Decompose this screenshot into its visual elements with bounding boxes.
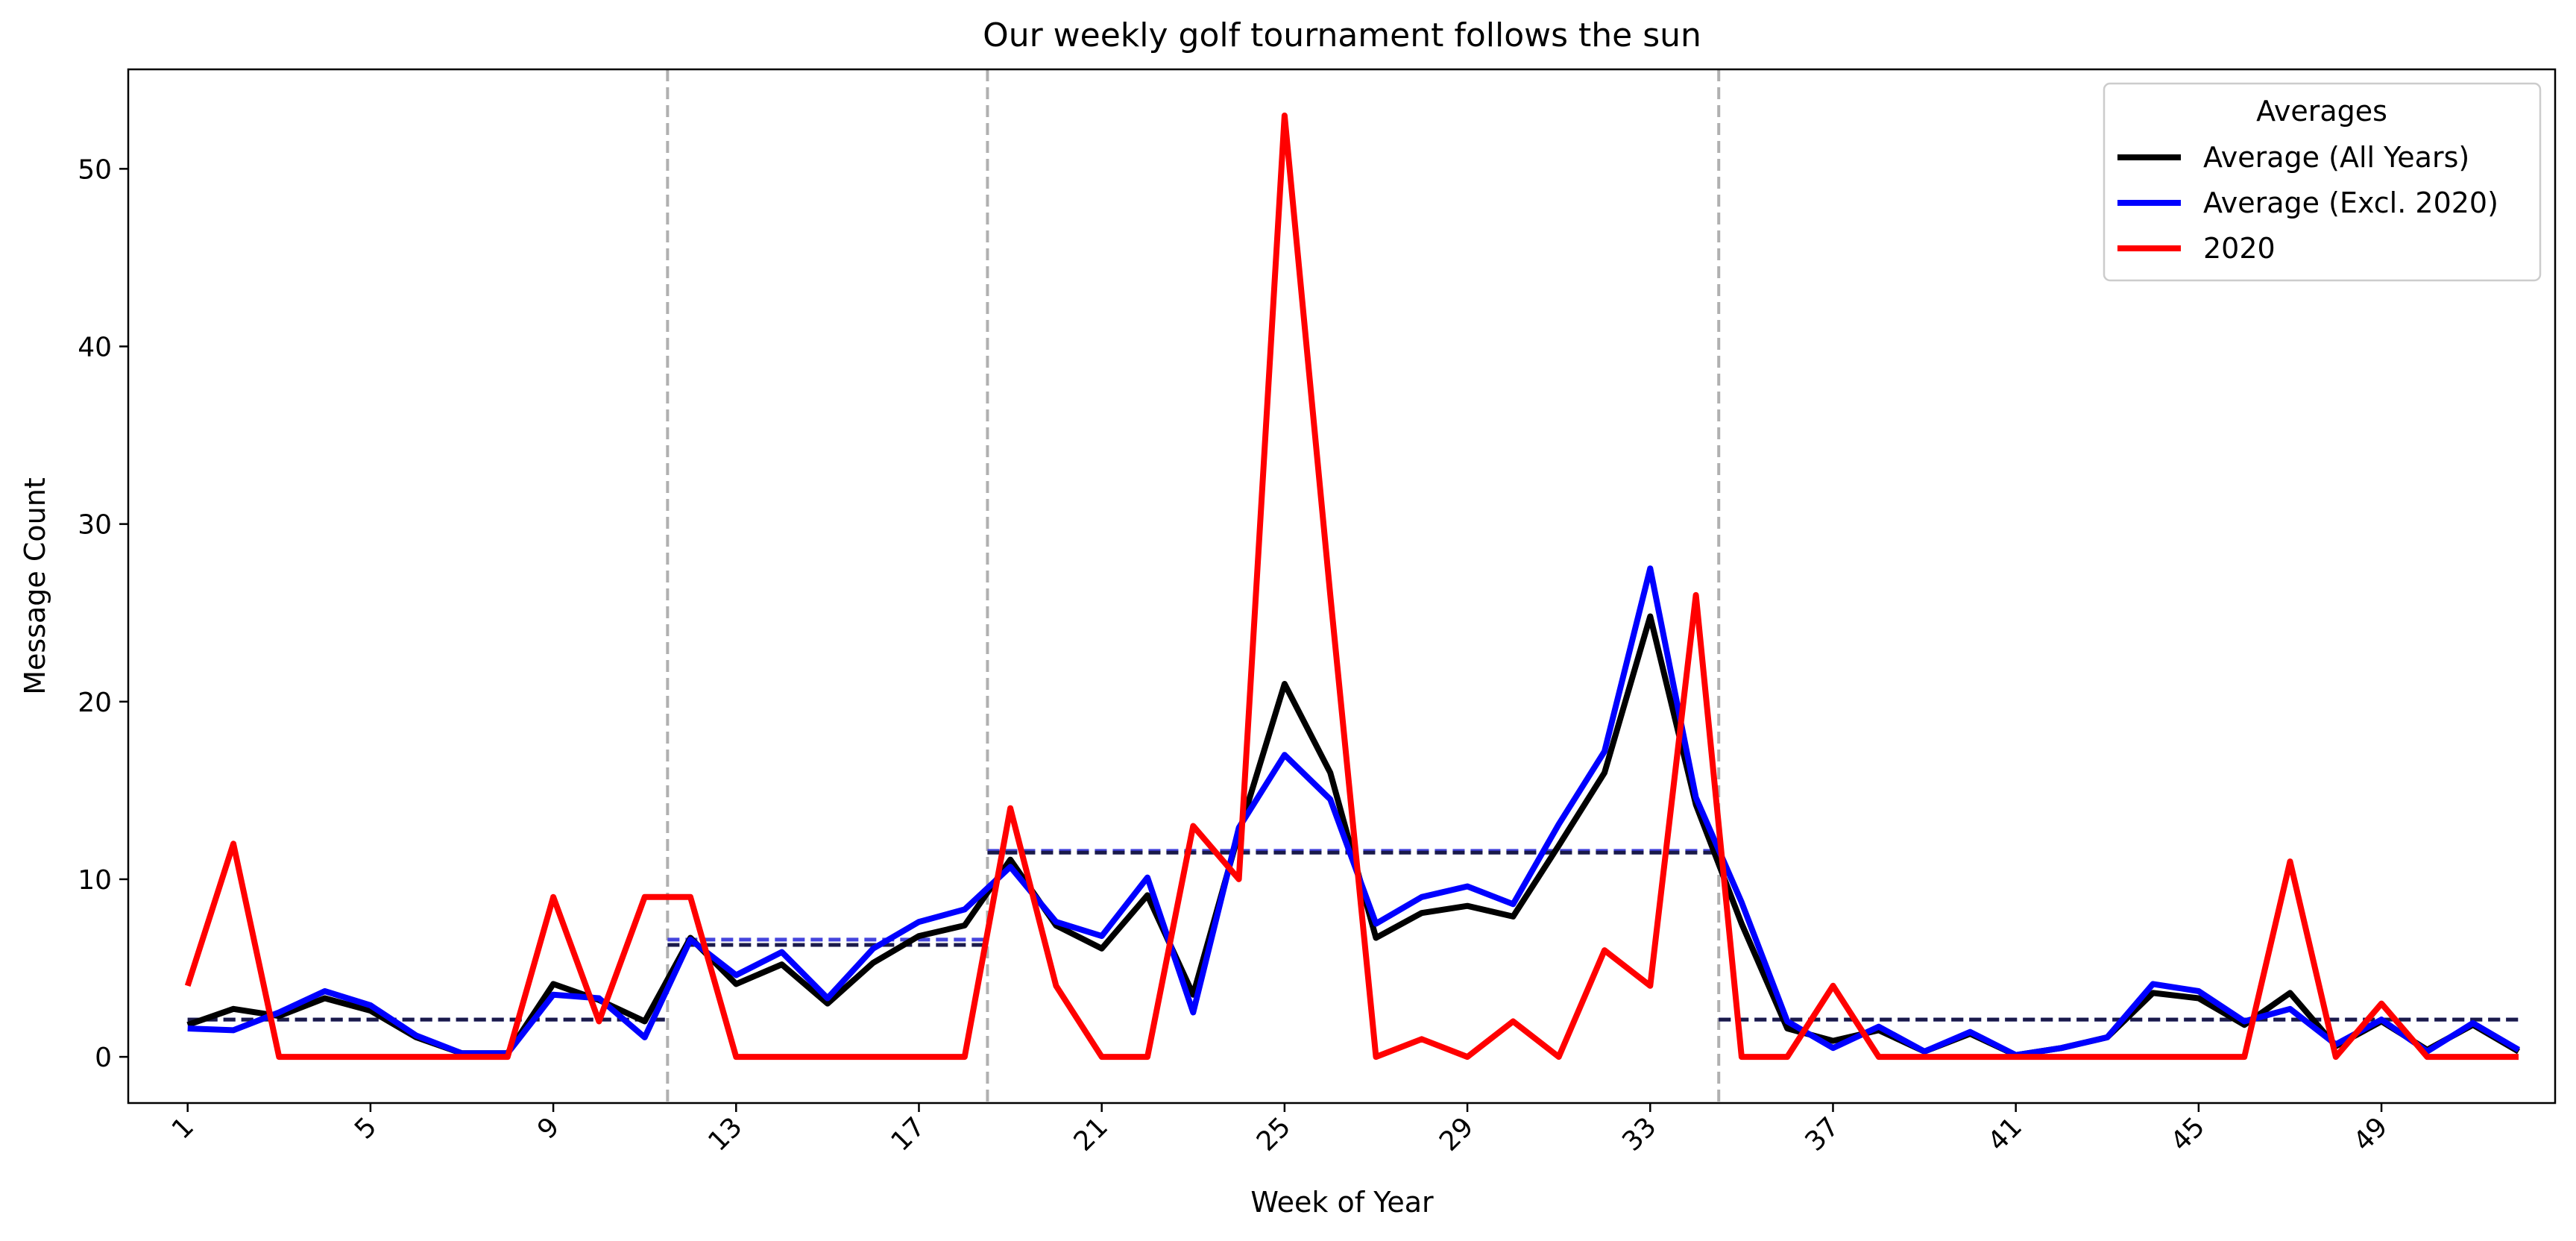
legend-frame (2103, 82, 2542, 282)
series-layer (184, 112, 2521, 1061)
y-axis-label: Message Count (19, 477, 51, 694)
legend-entries: Average (All Years) Average (Excl. 2020) 2… (2117, 141, 2498, 265)
x-axis-label: Week of Year (1250, 1186, 1434, 1219)
series-line-average-excl-2020 (187, 565, 2521, 1058)
series-line-2020 (184, 112, 2519, 1061)
legend: Averages Average (All Years) Average (Exc… (2103, 82, 2542, 282)
legend-label-2020: 2020 (2203, 232, 2276, 265)
y-tick-label: 0 (95, 1043, 112, 1073)
y-tick-label: 40 (78, 333, 112, 363)
chart-title: Our weekly golf tournament follows the s… (983, 16, 1701, 54)
plot-frame (127, 68, 2557, 1105)
y-tick-label: 20 (78, 688, 112, 718)
plot-area (184, 69, 2521, 1103)
legend-label-average-all-years: Average (All Years) (2203, 141, 2469, 174)
y-tick-label: 50 (78, 154, 112, 185)
y-tick-label: 10 (78, 865, 112, 896)
y-axis: 0 10 20 30 40 50 (78, 154, 128, 1073)
legend-title: Averages (2256, 95, 2387, 128)
legend-label-average-excl-2020: Average (Excl. 2020) (2203, 186, 2498, 219)
y-tick-label: 30 (78, 510, 112, 541)
